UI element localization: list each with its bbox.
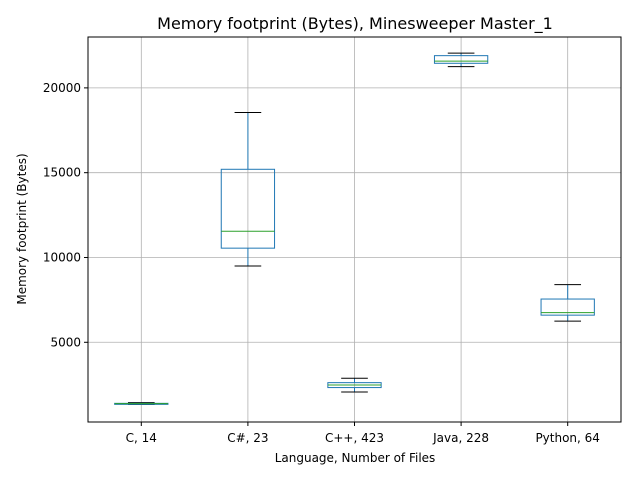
y-axis-label: Memory footprint (Bytes) [15, 153, 29, 304]
boxes [114, 52, 595, 406]
box-3 [327, 377, 382, 393]
x-axis-label: Language, Number of Files [275, 451, 436, 465]
iqr-box [540, 298, 595, 316]
x-tick-label: Java, 228 [432, 431, 489, 445]
y-tick-label: 10000 [43, 250, 81, 264]
y-tick-label: 20000 [43, 81, 81, 95]
x-tick-label: C, 14 [126, 431, 157, 445]
x-tick-labels: C, 14 C#, 23 C++, 423 Java, 228 Python, 64 [126, 422, 600, 445]
box-5 [540, 284, 595, 322]
box-4 [433, 52, 489, 68]
x-tick-label: C#, 23 [227, 431, 268, 445]
iqr-box [433, 55, 489, 64]
grid-lines [88, 37, 621, 422]
box-2 [220, 111, 276, 267]
iqr-box [220, 168, 276, 249]
plot-area-frame [87, 36, 622, 423]
x-tick-label: Python, 64 [535, 431, 600, 445]
chart-title: Memory footprint (Bytes), Minesweeper Ma… [157, 14, 553, 34]
box-1 [114, 402, 169, 406]
x-tick-label: C++, 423 [325, 431, 384, 445]
y-tick-label: 15000 [43, 166, 81, 180]
y-tick-label: 5000 [50, 335, 81, 349]
y-tick-labels: 5000 10000 15000 20000 [43, 81, 88, 349]
